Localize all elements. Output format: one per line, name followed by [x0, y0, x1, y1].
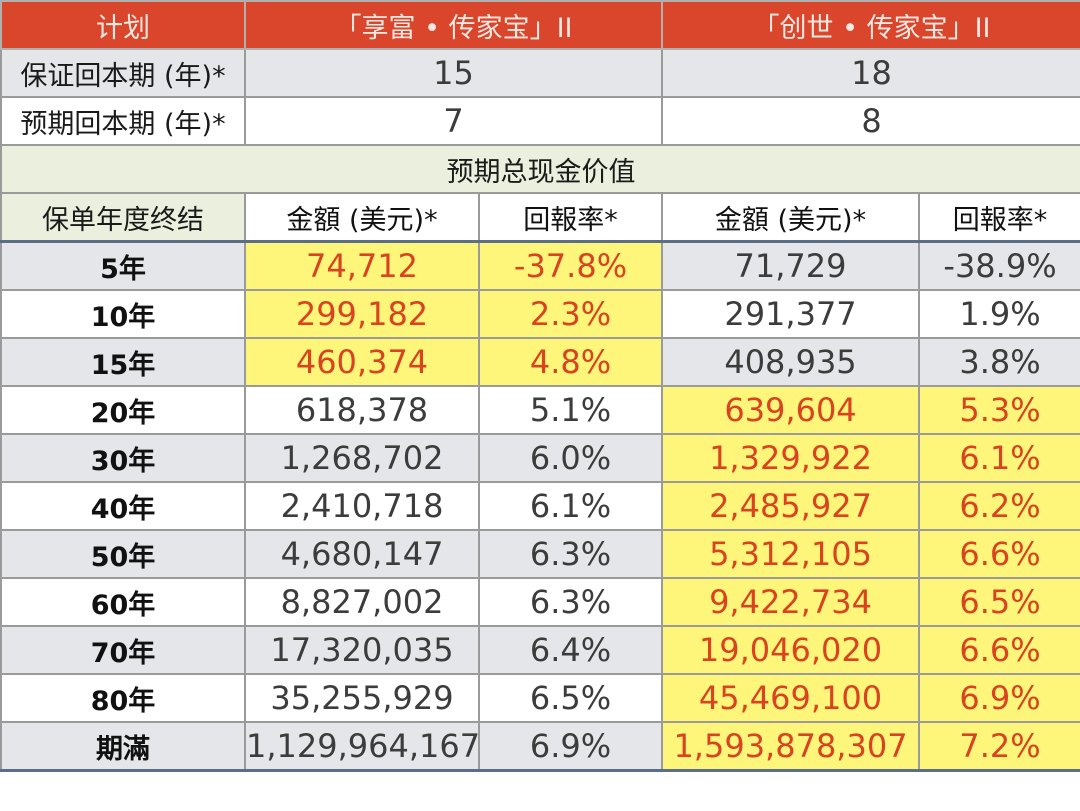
- amount-a-cell: 74,712: [244, 240, 480, 291]
- return-b-cell: 3.8%: [918, 337, 1080, 387]
- amount-b-cell: 1,329,922: [661, 433, 920, 483]
- guaranteed-breakeven-label: 保证回本期 (年)*: [0, 48, 246, 98]
- expected-breakeven-row: 预期回本期 (年)* 7 8: [0, 96, 1080, 146]
- return-b-cell: 1.9%: [918, 289, 1080, 339]
- year-cell: 20年: [0, 385, 246, 435]
- return-a-cell: 6.3%: [478, 529, 663, 579]
- table-row: 期滿 1,129,964,167 6.9% 1,593,878,307 7.2%: [0, 721, 1080, 772]
- amount-a-cell: 1,268,702: [244, 433, 480, 483]
- return-b-cell: 6.6%: [918, 625, 1080, 675]
- return-a-cell: 6.0%: [478, 433, 663, 483]
- guaranteed-breakeven-b: 18: [661, 48, 1080, 98]
- amount-b-cell: 408,935: [661, 337, 920, 387]
- year-cell: 期滿: [0, 721, 246, 772]
- section-title-row: 预期总现金价值: [0, 144, 1080, 194]
- table-row: 30年 1,268,702 6.0% 1,329,922 6.1%: [0, 433, 1080, 483]
- cash-value-rows: 5年 74,712 -37.8% 71,729 -38.9% 10年 299,182 2.3%…: [0, 240, 1080, 772]
- return-b-cell: -38.9%: [918, 240, 1080, 291]
- return-b-cell: 6.1%: [918, 433, 1080, 483]
- return-a-cell: 5.1%: [478, 385, 663, 435]
- return-a-cell: -37.8%: [478, 240, 663, 291]
- plan-label: 计划: [0, 0, 246, 50]
- table-row: 40年 2,410,718 6.1% 2,485,927 6.2%: [0, 481, 1080, 531]
- amount-b-cell: 2,485,927: [661, 481, 920, 531]
- return-b-cell: 6.6%: [918, 529, 1080, 579]
- amount-a-cell: 460,374: [244, 337, 480, 387]
- amount-b-cell: 71,729: [661, 240, 920, 291]
- plan-b-title: 「创世 • 传家宝」II: [661, 0, 1080, 50]
- return-a-cell: 6.1%: [478, 481, 663, 531]
- amount-a-cell: 8,827,002: [244, 577, 480, 627]
- amount-a-cell: 2,410,718: [244, 481, 480, 531]
- expected-breakeven-b: 8: [661, 96, 1080, 146]
- year-cell: 40年: [0, 481, 246, 531]
- guaranteed-breakeven-row: 保证回本期 (年)* 15 18: [0, 48, 1080, 98]
- year-cell: 50年: [0, 529, 246, 579]
- amount-b-cell: 291,377: [661, 289, 920, 339]
- plan-a-title: 「享富 • 传家宝」II: [244, 0, 663, 50]
- amount-b-cell: 5,312,105: [661, 529, 920, 579]
- return-a-cell: 6.9%: [478, 721, 663, 772]
- return-a-cell: 6.5%: [478, 673, 663, 723]
- year-cell: 5年: [0, 240, 246, 291]
- year-cell: 70年: [0, 625, 246, 675]
- header-row: 计划 「享富 • 传家宝」II 「创世 • 传家宝」II: [0, 0, 1080, 50]
- return-b-cell: 5.3%: [918, 385, 1080, 435]
- amount-b-cell: 45,469,100: [661, 673, 920, 723]
- year-cell: 60年: [0, 577, 246, 627]
- table-row: 10年 299,182 2.3% 291,377 1.9%: [0, 289, 1080, 339]
- return-a-cell: 2.3%: [478, 289, 663, 339]
- return-b-header: 回報率*: [918, 192, 1080, 243]
- return-a-header: 回報率*: [478, 192, 663, 243]
- return-a-cell: 6.4%: [478, 625, 663, 675]
- subheader-row: 保单年度终结 金額 (美元)* 回報率* 金額 (美元)* 回報率*: [0, 192, 1080, 243]
- amount-a-cell: 1,129,964,167: [244, 721, 480, 772]
- year-cell: 80年: [0, 673, 246, 723]
- table-row: 15年 460,374 4.8% 408,935 3.8%: [0, 337, 1080, 387]
- return-b-cell: 6.9%: [918, 673, 1080, 723]
- return-a-cell: 6.3%: [478, 577, 663, 627]
- year-cell: 10年: [0, 289, 246, 339]
- year-cell: 30年: [0, 433, 246, 483]
- amount-a-cell: 618,378: [244, 385, 480, 435]
- amount-b-cell: 9,422,734: [661, 577, 920, 627]
- table-row: 70年 17,320,035 6.4% 19,046,020 6.6%: [0, 625, 1080, 675]
- return-a-cell: 4.8%: [478, 337, 663, 387]
- return-b-cell: 6.2%: [918, 481, 1080, 531]
- table-row: 20年 618,378 5.1% 639,604 5.3%: [0, 385, 1080, 435]
- amount-a-cell: 17,320,035: [244, 625, 480, 675]
- year-column-header: 保单年度终结: [0, 192, 246, 243]
- table-row: 60年 8,827,002 6.3% 9,422,734 6.5%: [0, 577, 1080, 627]
- table-row: 50年 4,680,147 6.3% 5,312,105 6.6%: [0, 529, 1080, 579]
- amount-b-cell: 19,046,020: [661, 625, 920, 675]
- amount-a-cell: 35,255,929: [244, 673, 480, 723]
- return-b-cell: 7.2%: [918, 721, 1080, 772]
- amount-a-cell: 299,182: [244, 289, 480, 339]
- guaranteed-breakeven-a: 15: [244, 48, 663, 98]
- plan-comparison-table: 计划 「享富 • 传家宝」II 「创世 • 传家宝」II 保证回本期 (年)* …: [0, 0, 1080, 772]
- amount-a-cell: 4,680,147: [244, 529, 480, 579]
- year-cell: 15年: [0, 337, 246, 387]
- amount-b-header: 金額 (美元)*: [661, 192, 920, 243]
- table-row: 5年 74,712 -37.8% 71,729 -38.9%: [0, 240, 1080, 291]
- amount-b-cell: 639,604: [661, 385, 920, 435]
- amount-b-cell: 1,593,878,307: [661, 721, 920, 772]
- expected-breakeven-a: 7: [244, 96, 663, 146]
- expected-breakeven-label: 预期回本期 (年)*: [0, 96, 246, 146]
- section-title: 预期总现金价值: [0, 144, 1080, 194]
- amount-a-header: 金額 (美元)*: [244, 192, 480, 243]
- return-b-cell: 6.5%: [918, 577, 1080, 627]
- table-row: 80年 35,255,929 6.5% 45,469,100 6.9%: [0, 673, 1080, 723]
